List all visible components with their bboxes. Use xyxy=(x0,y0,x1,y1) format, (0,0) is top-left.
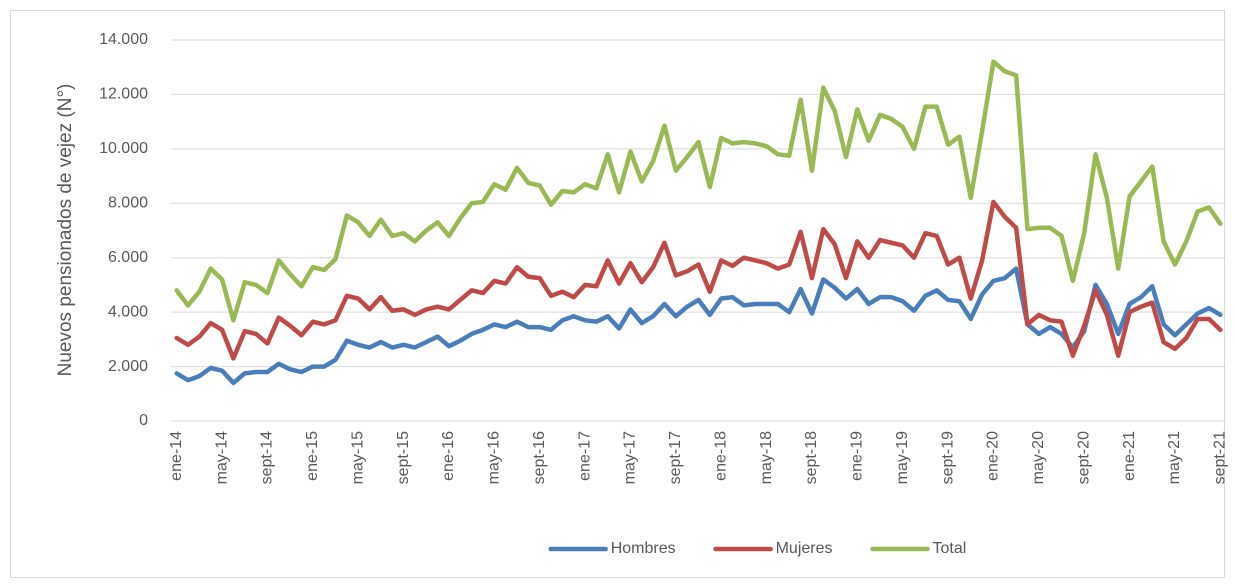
x-tick-label: may-20 xyxy=(1030,431,1047,484)
y-tick-label: 4.000 xyxy=(108,303,148,320)
x-tick-label: ene-18 xyxy=(712,431,729,481)
y-tick-label: 14.000 xyxy=(99,31,148,48)
x-tick-label: sept-19 xyxy=(939,431,956,484)
x-tick-label: ene-14 xyxy=(168,431,185,481)
y-tick-label: 2.000 xyxy=(108,358,148,375)
chart-frame xyxy=(10,10,1225,578)
x-tick-label: ene-19 xyxy=(849,431,866,481)
legend-label: Total xyxy=(933,540,967,557)
x-tick-label: may-14 xyxy=(213,431,230,484)
x-tick-label: sept-14 xyxy=(259,431,276,484)
x-tick-label: sept-17 xyxy=(667,431,684,484)
y-tick-label: 6.000 xyxy=(108,249,148,266)
x-tick-label: sept-16 xyxy=(531,431,548,484)
x-tick-label: sept-15 xyxy=(395,431,412,484)
x-tick-label: ene-20 xyxy=(985,431,1002,481)
x-tick-label: may-17 xyxy=(622,431,639,484)
y-axis-label: Nuevos pensionados de vejez (N°) xyxy=(55,84,76,377)
x-tick-label: ene-15 xyxy=(304,431,321,481)
x-tick-label: may-16 xyxy=(486,431,503,484)
x-tick-label: ene-17 xyxy=(576,431,593,481)
x-tick-label: may-21 xyxy=(1166,431,1183,484)
x-tick-label: may-19 xyxy=(894,431,911,484)
x-tick-label: may-15 xyxy=(349,431,366,484)
y-tick-label: 8.000 xyxy=(108,195,148,212)
series-line xyxy=(174,266,1223,386)
x-tick-label: may-18 xyxy=(758,431,775,484)
x-tick-label: sept-21 xyxy=(1212,431,1229,484)
series-line xyxy=(174,59,1223,323)
x-tick-label: ene-16 xyxy=(440,431,457,481)
x-tick-label: ene-21 xyxy=(1121,431,1138,481)
legend-label: Hombres xyxy=(611,540,676,557)
y-tick-label: 12.000 xyxy=(99,86,148,103)
legend-label: Mujeres xyxy=(776,540,833,557)
y-tick-label: 0 xyxy=(139,412,148,429)
y-tick-label: 10.000 xyxy=(99,140,148,157)
x-tick-label: sept-18 xyxy=(803,431,820,484)
x-tick-label: sept-20 xyxy=(1075,431,1092,484)
series-line xyxy=(174,199,1223,361)
